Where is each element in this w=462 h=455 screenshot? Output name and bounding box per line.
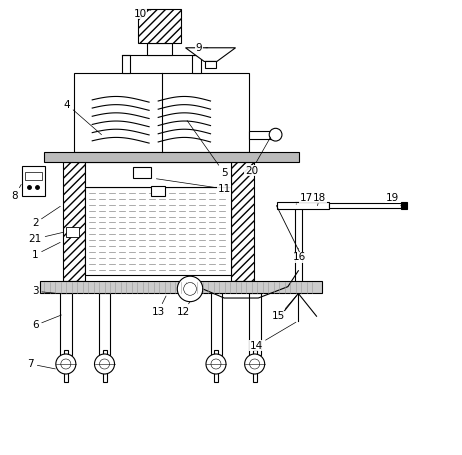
Bar [44, 152, 299, 162]
Text: 2: 2 [32, 206, 61, 228]
Text: 8: 8 [12, 184, 21, 201]
Bar [122, 55, 130, 73]
Circle shape [206, 354, 226, 374]
Bar [40, 281, 322, 293]
Polygon shape [186, 48, 236, 61]
Bar [276, 202, 329, 209]
Text: 17: 17 [296, 193, 313, 204]
Circle shape [211, 359, 221, 369]
Circle shape [61, 359, 71, 369]
Circle shape [56, 354, 76, 374]
Bar [231, 162, 254, 281]
Bar [66, 227, 79, 237]
Text: 7: 7 [27, 359, 55, 369]
Circle shape [184, 283, 196, 295]
Text: 4: 4 [64, 100, 102, 135]
Bar [138, 9, 181, 43]
Bar [329, 203, 401, 208]
Bar [192, 55, 201, 73]
Bar [103, 350, 107, 382]
Text: 15: 15 [272, 296, 297, 321]
Text: 5: 5 [187, 121, 227, 178]
Bar [147, 43, 172, 55]
Bar [205, 61, 216, 68]
Bar [85, 162, 231, 187]
Bar [74, 73, 249, 152]
Bar [253, 350, 257, 382]
Bar [249, 293, 261, 355]
Text: 13: 13 [152, 296, 166, 317]
Bar [64, 350, 68, 382]
Bar [63, 162, 85, 281]
Text: 21: 21 [29, 232, 64, 244]
Bar [133, 167, 152, 178]
Bar [295, 202, 302, 293]
Text: 14: 14 [249, 322, 296, 351]
Text: 9: 9 [196, 43, 208, 53]
Text: 11: 11 [157, 179, 231, 194]
Bar [61, 293, 72, 355]
Text: 6: 6 [32, 315, 61, 330]
Text: 3: 3 [32, 286, 55, 296]
Bar [249, 131, 272, 139]
Text: 1: 1 [32, 243, 60, 260]
Text: 16: 16 [292, 248, 306, 262]
Circle shape [177, 276, 203, 302]
Bar [214, 350, 218, 382]
Bar [25, 172, 42, 180]
Bar [152, 186, 165, 196]
Circle shape [99, 359, 109, 369]
Bar [22, 166, 45, 196]
Bar [99, 293, 110, 355]
Bar [85, 187, 231, 275]
Circle shape [249, 359, 260, 369]
Circle shape [269, 128, 282, 141]
Text: 10: 10 [134, 9, 151, 19]
Bar [401, 202, 407, 209]
Bar [211, 293, 222, 355]
Text: 20: 20 [245, 137, 271, 176]
Circle shape [95, 354, 115, 374]
Circle shape [245, 354, 265, 374]
Text: 18: 18 [313, 193, 326, 206]
Text: 12: 12 [176, 302, 190, 317]
Text: 19: 19 [386, 193, 401, 206]
